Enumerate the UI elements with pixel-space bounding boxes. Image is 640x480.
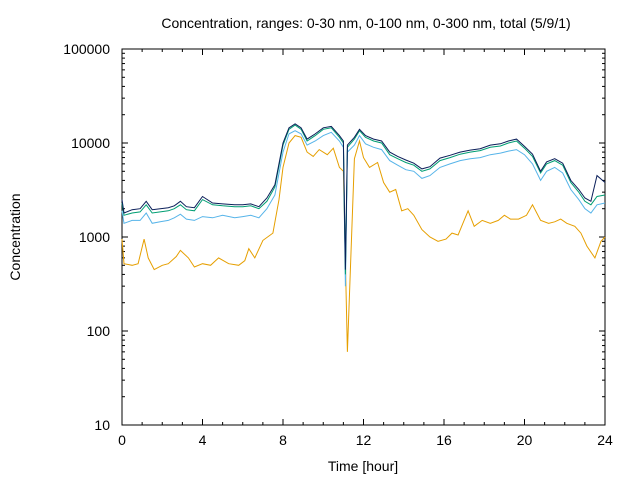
y-tick-label: 1000 [79,229,110,245]
y-tick-label: 100000 [63,41,110,57]
axis-ticks: 0 4 8 12 16 20 24 10 100 1000 10000 100000 [63,41,613,448]
series-group [121,123,606,352]
series-line-3 [121,124,606,275]
x-tick-label: 16 [436,432,452,448]
x-tick-label: 20 [517,432,533,448]
chart-title: Concentration, ranges: 0-30 nm, 0-100 nm… [161,15,570,31]
x-axis-label: Time [hour] [328,458,398,474]
series-line-4 [121,123,606,270]
plot-area [121,48,606,426]
y-tick-label: 10 [94,417,110,433]
x-tick-label: 24 [597,432,613,448]
y-tick-label: 10000 [71,135,110,151]
series-line-1 [121,135,606,352]
x-tick-label: 12 [356,432,372,448]
x-tick-label: 8 [279,432,287,448]
x-tick-label: 0 [118,432,126,448]
y-axis-label: Concentration [7,193,23,280]
x-tick-label: 4 [199,432,207,448]
y-tick-label: 100 [87,323,111,339]
